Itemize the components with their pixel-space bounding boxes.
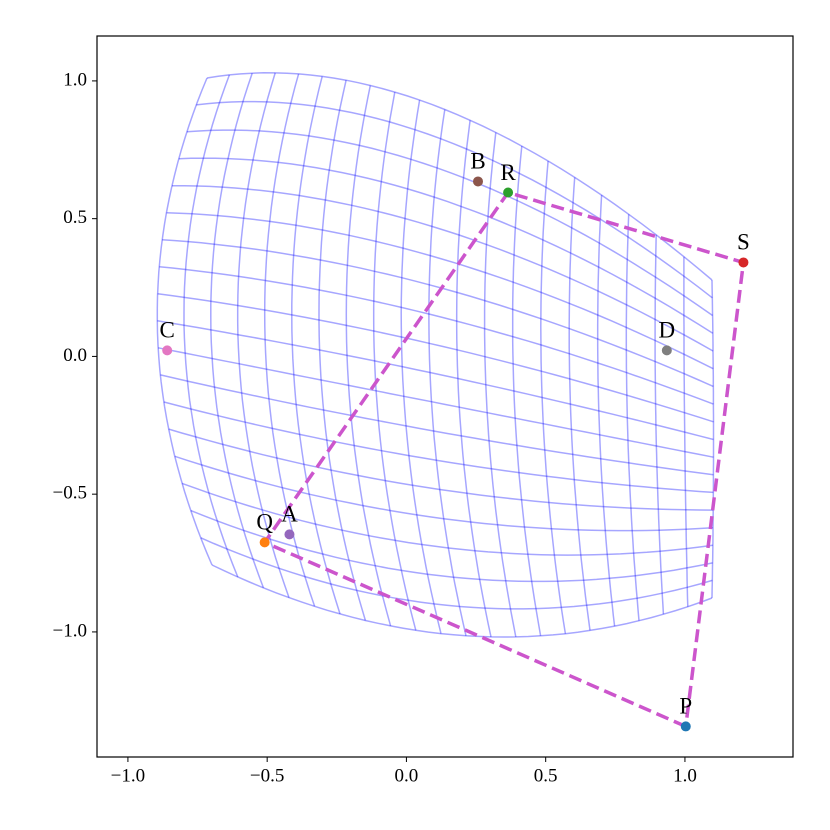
x-tick-label: −0.5 [250,765,284,786]
y-tick-label: −1.0 [53,620,87,641]
point [162,345,173,356]
mesh-line [172,184,714,352]
mesh-line [174,455,714,532]
point [661,345,672,356]
mesh-line [183,74,239,578]
mesh-line [157,292,714,423]
mesh [156,72,715,638]
point-label: Q [256,510,273,535]
mesh-line [291,76,341,615]
mesh-line [166,211,714,370]
mesh-line [158,347,714,458]
plot-frame [96,35,794,758]
mesh-line [654,234,665,615]
point [284,529,295,540]
point-label: S [737,230,750,255]
mesh-line [190,509,713,583]
x-tick-label: 0.0 [395,765,419,786]
mesh-line [162,238,714,388]
mesh-line [211,564,713,638]
mesh-line [483,132,517,638]
mesh-line [318,80,367,621]
mesh-line [178,157,714,334]
mesh-line [596,195,616,627]
x-tick-label: 0.5 [534,765,558,786]
mesh-line [625,214,640,621]
mesh-line [160,374,714,476]
mesh-line [200,537,713,610]
y-tick-label: 0.0 [63,345,87,366]
y-tick-label: 1.0 [63,69,87,90]
mesh-line [540,160,567,634]
mesh-line [157,320,714,441]
mesh-line [163,401,714,494]
mesh-line [156,77,213,566]
point-label: B [470,149,485,174]
x-tick-label: −1.0 [111,765,145,786]
point-label: A [281,502,298,527]
point [680,721,691,732]
y-tick-label: 0.5 [63,207,87,228]
mesh-line [372,91,417,631]
y-tick-label: −0.5 [53,483,87,504]
mesh-line [159,265,714,405]
mesh-line [511,146,542,636]
mesh-line [455,120,492,638]
mesh-line [196,100,713,299]
point-label: C [160,318,175,343]
mesh-line [400,99,442,634]
mesh-line [345,85,392,627]
mesh-line [568,177,591,631]
mesh-line [168,428,714,511]
mesh-line [428,109,467,636]
mesh-line [186,129,714,317]
point-label: D [659,318,676,343]
point [738,257,749,268]
point-label: R [500,160,516,185]
mesh-line [210,72,265,589]
mesh-line [263,73,316,607]
mesh-line [683,256,689,607]
polygon [262,190,746,729]
mesh-line [206,72,713,281]
mesh-line [711,279,715,599]
mesh-line [181,482,713,556]
point-label: P [679,694,692,719]
x-tick-label: 1.0 [673,765,697,786]
point [259,537,270,548]
mesh-line [236,72,290,598]
point [473,176,484,187]
point [503,187,514,198]
